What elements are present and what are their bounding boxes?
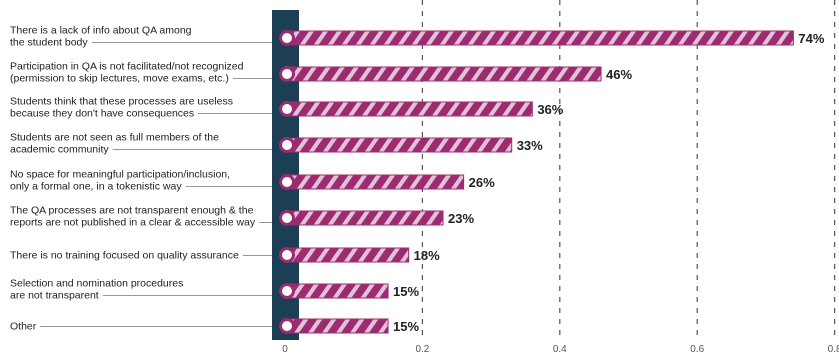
data-label: 26% (469, 175, 495, 190)
bar-start-marker (279, 283, 295, 299)
bar-start-marker (279, 66, 295, 82)
category-label: the student body (10, 37, 88, 49)
bar (284, 247, 410, 263)
x-tick-label: 0.6 (690, 344, 704, 353)
bar (284, 101, 533, 117)
data-label: 15% (393, 284, 419, 299)
category-label: because they don't have consequences (10, 108, 194, 120)
data-label: 23% (448, 211, 474, 226)
bar-start-marker (279, 174, 295, 190)
data-label: 74% (798, 31, 824, 46)
category-label: There is no training focused on quality … (10, 250, 239, 262)
bar-start-marker (279, 318, 295, 334)
x-tick-label: 0.2 (415, 344, 429, 353)
category-label: Selection and nomination procedures (10, 278, 183, 290)
x-tick-labels: 0 0.2 0.4 0.6 0.8 (282, 344, 839, 353)
bar-start-marker (279, 247, 295, 263)
category-labels: There is a lack of info about QA amongth… (10, 25, 272, 333)
category-label: No space for meaningful participation/in… (10, 169, 230, 181)
data-label: 46% (606, 67, 632, 82)
bar-start-marker (279, 210, 295, 226)
bar (284, 318, 389, 334)
bar (284, 66, 602, 82)
data-label: 15% (393, 319, 419, 334)
category-label: Students think that these processes are … (10, 96, 233, 108)
category-label: (permission to skip lectures, move exams… (10, 73, 229, 85)
category-label: Other (10, 321, 37, 333)
bars: 74% 46% 36% 33% 26% 23% 18% 15% 15% (279, 30, 825, 334)
bar (284, 137, 513, 153)
x-tick-label: 0.4 (553, 344, 567, 353)
category-label: Participation in QA is not facilitated/n… (10, 61, 244, 73)
category-label: There is a lack of info about QA among (10, 25, 192, 37)
grid-lines (421, 0, 836, 340)
data-label: 18% (414, 248, 440, 263)
category-label: reports are not published in a clear & a… (10, 217, 256, 229)
category-label: academic community (10, 144, 109, 156)
bar-start-marker (279, 137, 295, 153)
category-label: Students are not seen as full members of… (10, 132, 219, 144)
category-label: are not transparent (10, 290, 99, 302)
category-label: The QA processes are not transparent eno… (10, 205, 254, 217)
bar-start-marker (279, 101, 295, 117)
data-label: 33% (517, 138, 543, 153)
bar-start-marker (279, 30, 295, 46)
bar (284, 174, 465, 190)
bar (284, 210, 444, 226)
bar (284, 283, 389, 299)
x-tick-label: 0 (282, 344, 288, 353)
category-label: only a formal one, in a tokenistic way (10, 181, 182, 193)
bar (284, 30, 794, 46)
data-label: 36% (537, 102, 563, 117)
x-tick-label: 0.8 (828, 344, 839, 353)
